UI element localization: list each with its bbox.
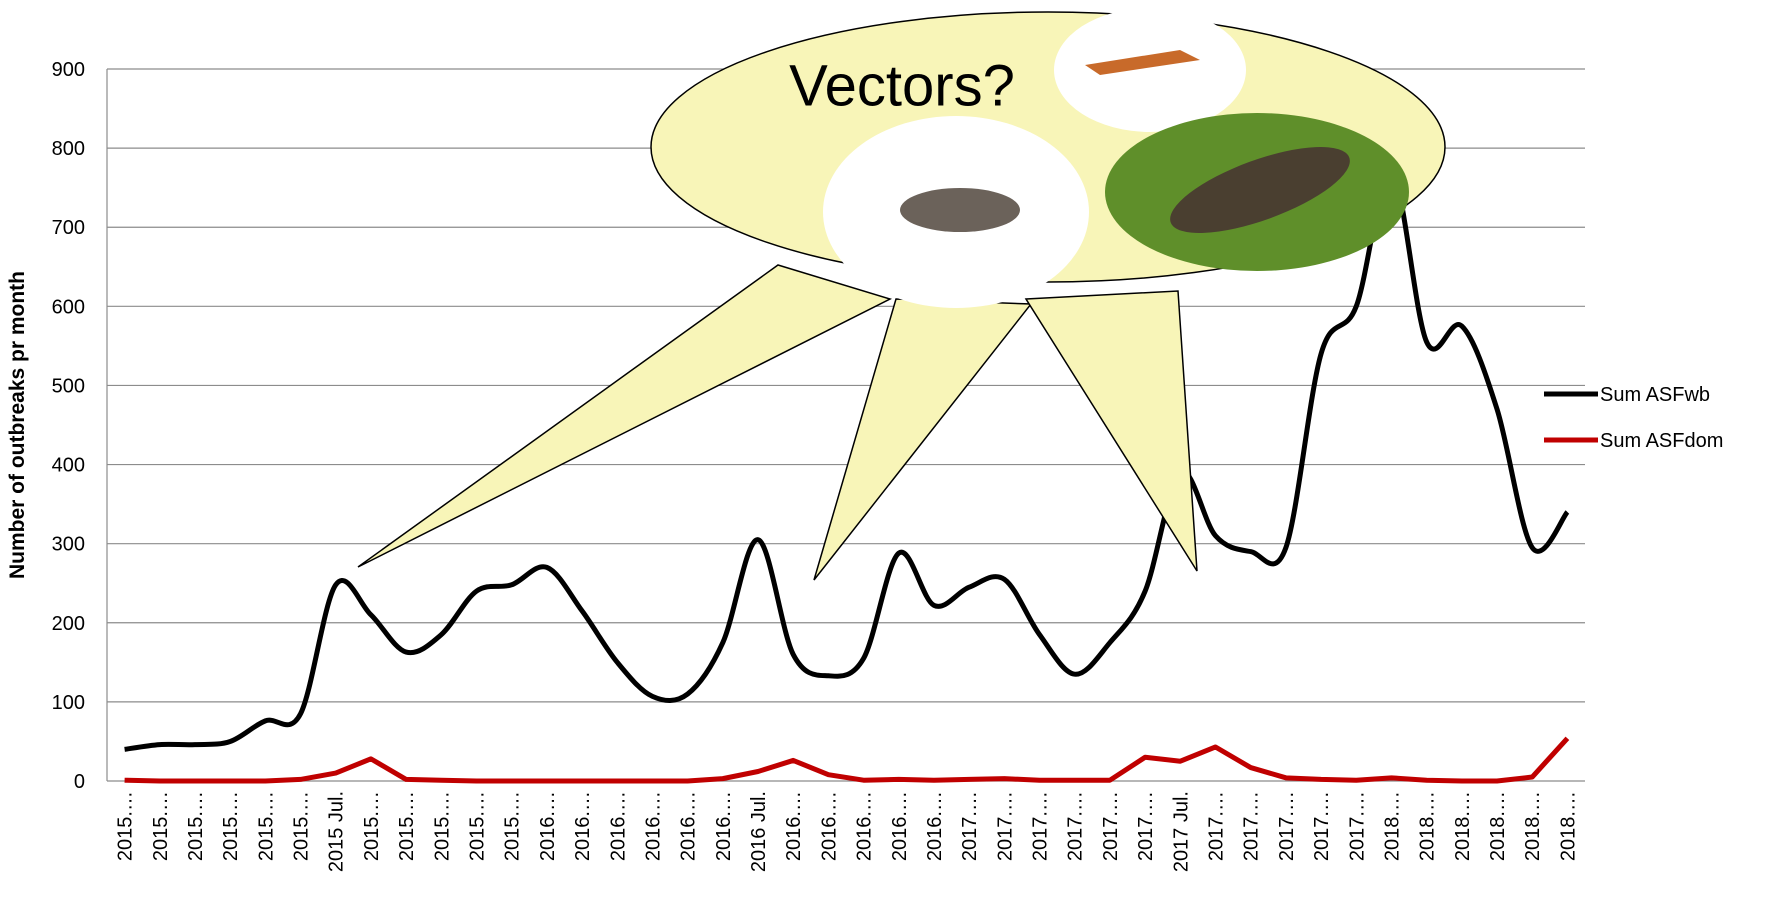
x-tick-label: 2016.… <box>537 791 559 861</box>
x-tick-label: 2015.… <box>361 791 383 861</box>
x-tick-label: 2015.… <box>150 791 172 861</box>
callout-spike <box>813 298 1033 581</box>
y-tick-label: 0 <box>74 771 85 793</box>
x-tick-label: 2017.… <box>1311 791 1333 861</box>
x-tick-label: 2016.… <box>678 791 700 861</box>
mosquito-image <box>1054 8 1246 132</box>
horsefly-body <box>1170 146 1350 234</box>
x-tick-label: 2015.… <box>291 791 313 861</box>
x-tick-label: 2018.… <box>1417 791 1439 861</box>
x-tick-label: 2018.… <box>1452 791 1474 861</box>
x-tick-label: 2016.… <box>854 791 876 861</box>
x-tick-label: 2015.… <box>467 791 489 861</box>
y-tick-label: 800 <box>52 138 85 160</box>
x-tick-label: 2016.… <box>572 791 594 861</box>
x-tick-label: 2015.… <box>396 791 418 861</box>
x-tick-label: 2015.… <box>185 791 207 861</box>
y-tick-label: 200 <box>52 613 85 635</box>
x-tick-label: 2016.… <box>818 791 840 861</box>
x-tick-label: 2017 Jul. <box>1170 791 1192 872</box>
y-tick-label: 300 <box>52 534 85 556</box>
x-tick-label: 2017.… <box>959 791 981 861</box>
legend-label: Sum ASFdom <box>1600 430 1723 452</box>
x-tick-label: 2015.… <box>115 791 137 861</box>
x-tick-label: 2018.… <box>1522 791 1544 861</box>
x-tick-label: 2015.… <box>255 791 277 861</box>
callout-spike <box>357 264 893 568</box>
y-tick-label: 500 <box>52 375 85 397</box>
x-tick-label: 2015.… <box>431 791 453 861</box>
y-tick-label: 900 <box>52 59 85 81</box>
x-tick-label: 2016.… <box>783 791 805 861</box>
x-tick-label: 2018.… <box>1381 791 1403 861</box>
x-tick-label: 2016.… <box>607 791 629 861</box>
y-tick-label: 700 <box>52 217 85 239</box>
x-tick-label: 2017.… <box>994 791 1016 861</box>
x-tick-label: 2015.… <box>502 791 524 861</box>
y-axis-title: Number of outbreaks pr month <box>6 271 29 579</box>
x-tick-label: 2015 Jul. <box>326 791 348 872</box>
x-tick-label: 2015.… <box>220 791 242 861</box>
y-tick-label: 100 <box>52 692 85 714</box>
x-tick-label: 2017.… <box>1346 791 1368 861</box>
fly-body <box>900 188 1020 232</box>
x-tick-label: 2016.… <box>713 791 735 861</box>
series-line <box>124 169 1570 752</box>
x-tick-label: 2018.… <box>1557 791 1579 861</box>
plot-area: 0 100 200 300 400 500 600 700 800 900 2015.… 2015.…… <box>52 59 1585 872</box>
x-tick-label: 2017.… <box>1241 791 1263 861</box>
x-tick-label: 2016.… <box>642 791 664 861</box>
x-tick-label: 2016 Jul. <box>748 791 770 872</box>
series-line <box>124 736 1570 784</box>
x-tick-label: 2016.… <box>924 791 946 861</box>
y-tick-label: 600 <box>52 296 85 318</box>
x-tick-label: 2017.… <box>1065 791 1087 861</box>
annotation: Vectors? <box>789 53 1015 118</box>
y-tick-label: 400 <box>52 455 85 477</box>
x-tick-label: 2017.… <box>1135 791 1157 861</box>
callout-spike <box>1024 290 1198 572</box>
x-tick-label: 2017.… <box>1030 791 1052 861</box>
x-tick-label: 2017.… <box>1100 791 1122 861</box>
callout: Vectors? <box>357 8 1446 581</box>
x-tick-label: 2017.… <box>1206 791 1228 861</box>
mosquito-body <box>1085 50 1200 75</box>
x-tick-label: 2017.… <box>1276 791 1298 861</box>
legend-label: Sum ASFwb <box>1600 384 1710 406</box>
x-tick-label: 2016.… <box>889 791 911 861</box>
x-tick-label: 2018.… <box>1487 791 1509 861</box>
